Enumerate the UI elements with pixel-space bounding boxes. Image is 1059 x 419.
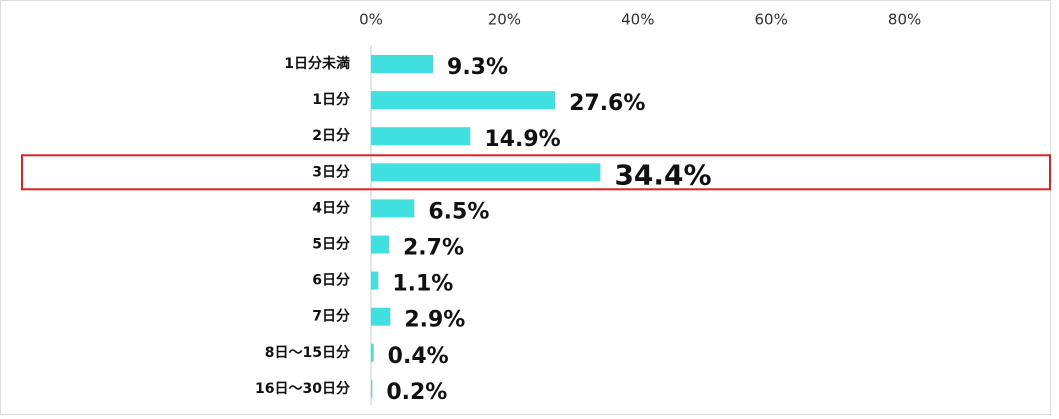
category-label: 1日分未満 (284, 55, 350, 72)
bar (371, 379, 373, 398)
value-label: 1.1% (392, 272, 453, 297)
category-label: 2日分 (312, 128, 350, 144)
x-tick-label: 20% (488, 11, 521, 29)
bar (371, 343, 374, 362)
bar (371, 271, 379, 290)
x-tick-label: 0% (359, 11, 383, 29)
bar (371, 163, 601, 182)
bar (371, 91, 556, 110)
x-tick-label: 60% (755, 11, 788, 29)
category-label: 16日～30日分 (255, 381, 350, 397)
category-label: 4日分 (312, 200, 350, 216)
category-label: 1日分 (312, 92, 350, 108)
value-label: 0.2% (386, 380, 447, 405)
category-label: 6日分 (312, 273, 350, 289)
highlight-box (21, 154, 1051, 191)
value-label: 2.9% (404, 308, 465, 333)
bar (371, 127, 471, 146)
value-label: 14.9% (484, 127, 560, 152)
bar (371, 235, 390, 254)
value-label: 9.3% (447, 55, 508, 80)
value-label: 27.6% (569, 91, 645, 116)
category-label: 8日～15日分 (265, 345, 350, 361)
bar (371, 307, 391, 326)
category-label: 3日分 (312, 164, 350, 180)
x-tick-label: 40% (621, 11, 654, 29)
x-tick-label: 80% (888, 11, 921, 29)
category-label: 5日分 (312, 237, 350, 253)
value-label: 34.4% (614, 158, 711, 191)
bar (371, 199, 415, 218)
category-label: 7日分 (312, 309, 350, 325)
value-label: 6.5% (428, 199, 489, 224)
bar (371, 55, 434, 73)
value-label: 0.4% (388, 344, 449, 369)
value-label: 2.7% (403, 236, 464, 261)
